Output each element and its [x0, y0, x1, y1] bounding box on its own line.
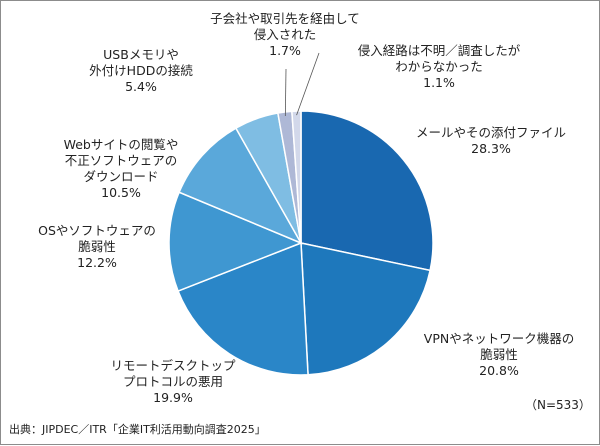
leader-line-subsidiary-partner — [284, 68, 287, 116]
slice-value-label: 20.8% — [479, 363, 519, 378]
slice-label-usb-external-hdd: USBメモリや 外付けHDDの接続 5.4% — [89, 47, 193, 95]
slice-value-label: 5.4% — [125, 79, 157, 94]
pie-slice-web-browsing-download — [178, 127, 303, 245]
slice-label-text: 外付けHDDの接続 — [89, 63, 193, 78]
slice-label-subsidiary-partner: 子会社や取引先を経由して 侵入された 1.7% — [210, 11, 360, 59]
slice-label-text: リモートデスクトップ — [110, 358, 236, 373]
slice-label-text: 脆弱性 — [480, 347, 518, 362]
slice-label-text: 子会社や取引先を経由して — [210, 11, 360, 26]
slice-label-web-browsing-download: Webサイトの閲覧や 不正ソフトウェアの ダウンロード 10.5% — [64, 137, 179, 201]
sample-size-note: （N=533） — [525, 398, 591, 412]
slice-label-text: プロトコルの悪用 — [122, 374, 224, 389]
slice-label-text: Webサイトの閲覧や — [63, 137, 179, 152]
slice-value-label: 28.3% — [471, 141, 511, 156]
slice-label-remote-desktop: リモートデスクトップ プロトコルの悪用 19.9% — [110, 358, 235, 406]
slice-label-text: OSやソフトウェアの — [38, 223, 156, 238]
slice-label-text: VPNやネットワーク機器の — [423, 331, 575, 346]
pie-slice-remote-desktop — [177, 241, 309, 376]
slice-label-text: メールやその添付ファイル — [415, 125, 567, 140]
slice-label-text: USBメモリや — [103, 47, 179, 62]
pie-slice-os-software — [168, 191, 304, 293]
slice-value-label: 12.2% — [77, 255, 117, 270]
slice-value-label: 10.5% — [101, 185, 141, 200]
pie-slice-unknown-route — [291, 110, 302, 244]
slice-label-text: 不正ソフトウェアの — [64, 153, 178, 168]
slice-label-text: 脆弱性 — [78, 239, 116, 254]
slice-label-text: 侵入された — [253, 27, 317, 42]
slice-value-label: 1.1% — [423, 75, 455, 90]
leader-line-unknown-route — [296, 52, 320, 116]
slice-label-text: ダウンロード — [83, 169, 159, 184]
slice-label-email-attachment: メールやその添付ファイル 28.3% — [416, 125, 566, 157]
slice-value-label: 1.7% — [269, 43, 301, 58]
slice-label-text: 侵入経路は不明／調査したが — [357, 43, 521, 58]
slice-label-vpn-network-device: VPNやネットワーク機器の 脆弱性 20.8% — [424, 331, 574, 379]
slice-label-unknown-route: 侵入経路は不明／調査したが わからなかった 1.1% — [358, 43, 521, 91]
pie-slice-email-attachment — [300, 110, 434, 272]
slice-label-text: わからなかった — [395, 59, 483, 74]
slice-value-label: 19.9% — [153, 390, 193, 405]
pie-slice-vpn-network-device — [300, 242, 432, 376]
slice-label-os-software: OSやソフトウェアの 脆弱性 12.2% — [38, 223, 156, 271]
source-note: 出典：JIPDEC／ITR「企業IT利活用動向調査2025」 — [9, 423, 266, 436]
